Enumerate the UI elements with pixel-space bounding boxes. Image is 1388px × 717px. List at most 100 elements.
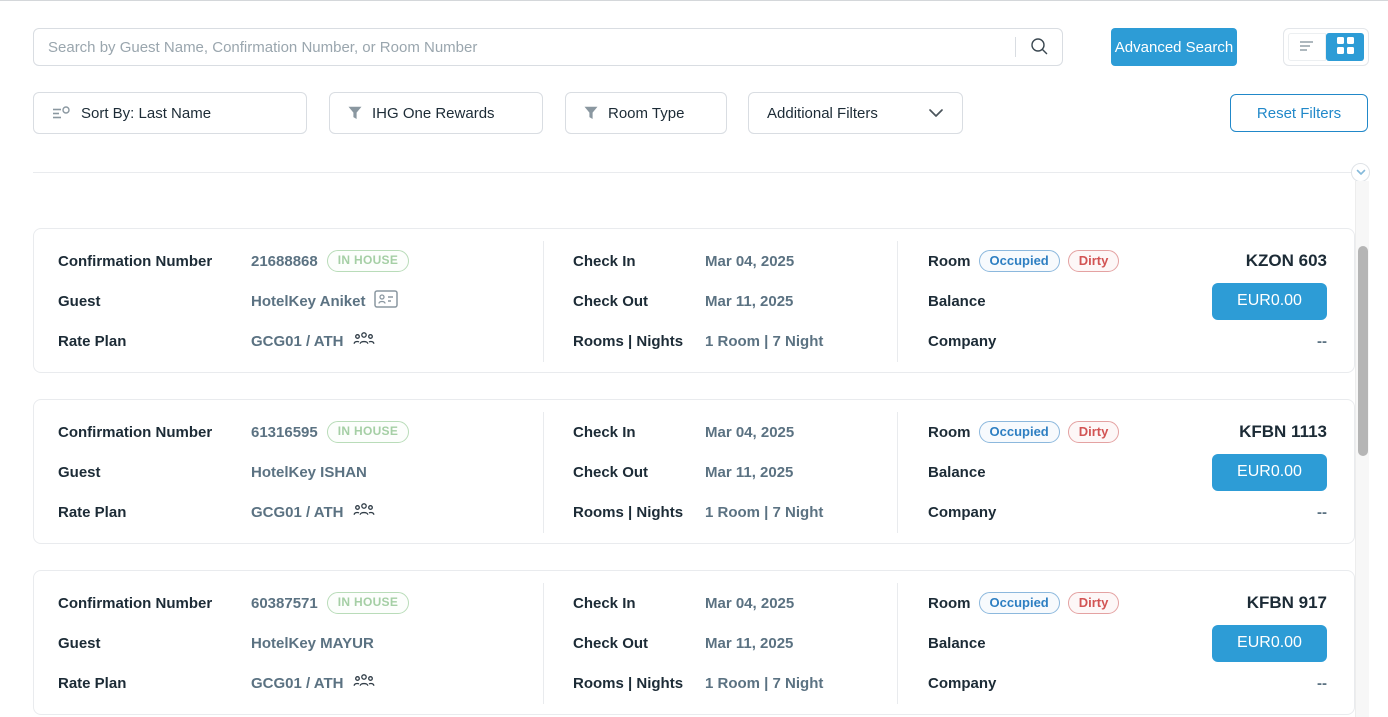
guest-name[interactable]: HotelKey ISHAN: [251, 463, 367, 481]
company-label: Company: [928, 333, 997, 351]
rooms-nights-label: Rooms | Nights: [573, 333, 684, 351]
rooms-nights-label: Rooms | Nights: [573, 675, 684, 693]
grid-view-icon: [1336, 37, 1354, 57]
rate-plan-row: Rate Plan GCG01 / ATH: [58, 322, 543, 362]
balance-label: Balance: [928, 634, 986, 652]
grid-view-button[interactable]: [1326, 33, 1364, 61]
confirmation-number-value[interactable]: 21688868: [251, 252, 318, 270]
guest-name[interactable]: HotelKey Aniket: [251, 292, 366, 310]
sort-by-button[interactable]: Sort By: Last Name: [33, 92, 307, 134]
dates-column: Check In Mar 04, 2025 Check Out Mar 11, …: [544, 241, 898, 362]
dirty-badge: Dirty: [1067, 249, 1120, 273]
scrollbar-thumb[interactable]: [1358, 246, 1368, 456]
dates-column: Check In Mar 04, 2025 Check Out Mar 11, …: [544, 583, 898, 704]
rate-plan-row: Rate Plan GCG01 / ATH: [58, 664, 543, 704]
rooms-nights-row: Rooms | Nights 1 Room | 7 Night: [573, 322, 897, 362]
sort-icon: [52, 105, 71, 121]
rooms-nights-value: 1 Room | 7 Night: [705, 675, 824, 693]
search-box[interactable]: [33, 28, 1063, 66]
company-row: Company --: [928, 322, 1327, 362]
list-view-button[interactable]: [1288, 33, 1326, 61]
guest-name[interactable]: HotelKey MAYUR: [251, 634, 374, 652]
status-badge: IN HOUSE: [326, 592, 410, 614]
reservation-card[interactable]: Confirmation Number 60387571 IN HOUSE Gu…: [33, 570, 1355, 715]
divider-line: [33, 171, 1353, 173]
group-icon[interactable]: [353, 331, 375, 352]
contact-card-icon[interactable]: [374, 290, 399, 313]
search-button[interactable]: [1016, 29, 1062, 65]
company-value: --: [1317, 675, 1327, 693]
room-balance-column: Room Occupied Dirty KFBN 1113 Balance EU…: [898, 412, 1354, 533]
group-icon[interactable]: [353, 502, 375, 523]
balance-button[interactable]: EUR0.00: [1212, 282, 1327, 320]
reservation-list: Confirmation Number 21688868 IN HOUSE Gu…: [33, 228, 1355, 715]
room-balance-column: Room Occupied Dirty KZON 603 Balance EUR…: [898, 241, 1354, 362]
advanced-search-button[interactable]: Advanced Search: [1111, 28, 1237, 66]
check-in-label: Check In: [573, 594, 636, 612]
scrollbar-track[interactable]: [1355, 181, 1369, 717]
room-label: Room: [928, 594, 971, 612]
room-row: Room Occupied Dirty KFBN 917: [928, 583, 1327, 623]
confirmation-number-value[interactable]: 60387571: [251, 594, 318, 612]
sort-by-label: Sort By: Last Name: [81, 104, 212, 122]
group-icon[interactable]: [353, 673, 375, 694]
reservation-id-column: Confirmation Number 60387571 IN HOUSE Gu…: [34, 583, 544, 704]
check-out-date: Mar 11, 2025: [705, 634, 794, 652]
check-in-date: Mar 04, 2025: [705, 252, 795, 270]
search-input[interactable]: [34, 38, 1015, 56]
dates-column: Check In Mar 04, 2025 Check Out Mar 11, …: [544, 412, 898, 533]
company-row: Company --: [928, 493, 1327, 533]
funnel-icon: [348, 106, 362, 120]
balance-button[interactable]: EUR0.00: [1212, 453, 1327, 491]
check-out-row: Check Out Mar 11, 2025: [573, 452, 897, 492]
section-divider: [33, 162, 1370, 182]
reservation-id-column: Confirmation Number 21688868 IN HOUSE Gu…: [34, 241, 544, 362]
reservation-card[interactable]: Confirmation Number 61316595 IN HOUSE Gu…: [33, 399, 1355, 544]
check-out-date: Mar 11, 2025: [705, 463, 794, 481]
check-in-date: Mar 04, 2025: [705, 423, 795, 441]
guest-label: Guest: [58, 292, 101, 310]
room-type-filter-button[interactable]: Room Type: [565, 92, 727, 134]
rate-plan-value: GCG01 / ATH: [251, 333, 344, 351]
collapse-toggle[interactable]: [1351, 162, 1370, 182]
status-badge: IN HOUSE: [326, 250, 410, 272]
check-in-date: Mar 04, 2025: [705, 594, 795, 612]
company-value: --: [1317, 333, 1327, 351]
list-view-icon: [1298, 39, 1316, 56]
status-badge: IN HOUSE: [326, 421, 410, 443]
confirmation-number-value[interactable]: 61316595: [251, 423, 318, 441]
rooms-nights-value: 1 Room | 7 Night: [705, 504, 824, 522]
balance-row: Balance EUR0.00: [928, 623, 1327, 663]
company-value: --: [1317, 504, 1327, 522]
guest-row: Guest HotelKey ISHAN: [58, 452, 543, 492]
occupied-badge: Occupied: [978, 249, 1060, 273]
room-label: Room: [928, 252, 971, 270]
reset-filters-button[interactable]: Reset Filters: [1230, 94, 1368, 132]
reservation-id-column: Confirmation Number 61316595 IN HOUSE Gu…: [34, 412, 544, 533]
room-label: Room: [928, 423, 971, 441]
rate-plan-label: Rate Plan: [58, 333, 127, 351]
balance-label: Balance: [928, 292, 986, 310]
check-out-row: Check Out Mar 11, 2025: [573, 281, 897, 321]
guest-row: Guest HotelKey Aniket: [58, 281, 543, 321]
additional-filters-label: Additional Filters: [767, 104, 878, 122]
dirty-badge: Dirty: [1067, 420, 1120, 444]
rooms-nights-value: 1 Room | 7 Night: [705, 333, 824, 351]
search-row: Advanced Search: [33, 28, 1369, 66]
check-in-row: Check In Mar 04, 2025: [573, 412, 897, 452]
additional-filters-dropdown[interactable]: Additional Filters: [748, 92, 963, 134]
funnel-icon: [584, 106, 598, 120]
guest-label: Guest: [58, 634, 101, 652]
check-in-label: Check In: [573, 252, 636, 270]
filter-row: Sort By: Last Name IHG One Rewards Room …: [33, 92, 1368, 134]
reservation-card[interactable]: Confirmation Number 21688868 IN HOUSE Gu…: [33, 228, 1355, 373]
rate-plan-label: Rate Plan: [58, 504, 127, 522]
room-row: Room Occupied Dirty KZON 603: [928, 241, 1327, 281]
ihg-rewards-filter-button[interactable]: IHG One Rewards: [329, 92, 543, 134]
balance-button[interactable]: EUR0.00: [1212, 624, 1327, 662]
rooms-nights-row: Rooms | Nights 1 Room | 7 Night: [573, 664, 897, 704]
check-out-label: Check Out: [573, 634, 649, 652]
check-in-label: Check In: [573, 423, 636, 441]
view-toggle: [1283, 28, 1369, 66]
check-out-row: Check Out Mar 11, 2025: [573, 623, 897, 663]
